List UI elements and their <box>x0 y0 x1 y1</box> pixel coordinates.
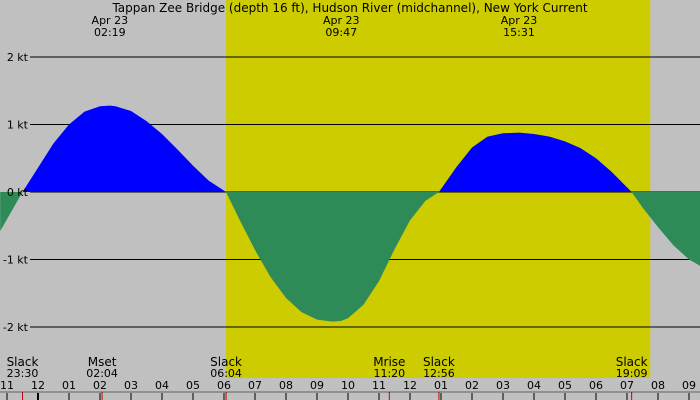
x-axis: 11 12 01 02 03 04 05 06 07 08 09 10 11 12 01 02 03 04 05 06… <box>0 379 700 400</box>
event-name: Slack <box>423 355 455 369</box>
x-tick-label: 02 <box>93 379 107 392</box>
y-tick-label: -1 kt <box>3 254 29 267</box>
event-time: 06:04 <box>210 367 242 380</box>
x-tick-label: 06 <box>217 379 231 392</box>
extreme-date: Apr 23 <box>323 14 360 27</box>
event-name: Mrise <box>373 355 405 369</box>
extreme-time: 02:19 <box>94 26 126 39</box>
x-tick-label: 08 <box>279 379 293 392</box>
extreme-time: 15:31 <box>503 26 535 39</box>
x-tick-label: 04 <box>527 379 541 392</box>
x-tick-label: 11 <box>372 379 386 392</box>
ebb-current-area <box>0 192 700 322</box>
event-time: 23:30 <box>7 367 39 380</box>
x-tick-label: 04 <box>155 379 169 392</box>
extreme-date: Apr 23 <box>501 14 538 27</box>
chart-title: Tappan Zee Bridge (depth 16 ft), Hudson … <box>111 1 587 15</box>
extreme-time: 09:47 <box>325 26 357 39</box>
y-tick-label: -2 kt <box>3 321 29 334</box>
x-tick-label: 08 <box>651 379 665 392</box>
x-tick-label: 03 <box>496 379 510 392</box>
y-tick-label: 1 kt <box>7 119 29 132</box>
extreme-date: Apr 23 <box>92 14 129 27</box>
event-name: Slack <box>210 355 242 369</box>
event-name: Slack <box>616 355 648 369</box>
x-tick-label: 12 <box>403 379 417 392</box>
y-axis-labels: 2 kt 1 kt 0 kt -1 kt -2 kt <box>3 51 29 334</box>
x-tick-label: 07 <box>248 379 262 392</box>
event-time: 11:20 <box>373 367 405 380</box>
x-tick-label: 10 <box>341 379 355 392</box>
y-tick-label: 2 kt <box>7 51 29 64</box>
x-tick-label: 05 <box>558 379 572 392</box>
x-tick-label: 09 <box>310 379 324 392</box>
x-tick-label: 01 <box>434 379 448 392</box>
flood-current-area <box>0 105 700 192</box>
y-tick-label: 0 kt <box>7 186 29 199</box>
event-time: 19:09 <box>616 367 648 380</box>
x-tick-label: 05 <box>186 379 200 392</box>
event-name: Mset <box>88 355 117 369</box>
x-tick-label: 02 <box>465 379 479 392</box>
x-tick-label: 01 <box>62 379 76 392</box>
x-tick-label: 09 <box>682 379 696 392</box>
x-tick-label: 11 <box>0 379 14 392</box>
event-time: 02:04 <box>86 367 118 380</box>
x-tick-label: 06 <box>589 379 603 392</box>
x-tick-label: 12 <box>31 379 45 392</box>
x-tick-label: 07 <box>620 379 634 392</box>
event-name: Slack <box>7 355 39 369</box>
event-time: 12:56 <box>423 367 455 380</box>
event-labels: Slack23:30Mset02:04Slack06:04Mrise11:20S… <box>7 355 648 400</box>
x-tick-label: 03 <box>124 379 138 392</box>
